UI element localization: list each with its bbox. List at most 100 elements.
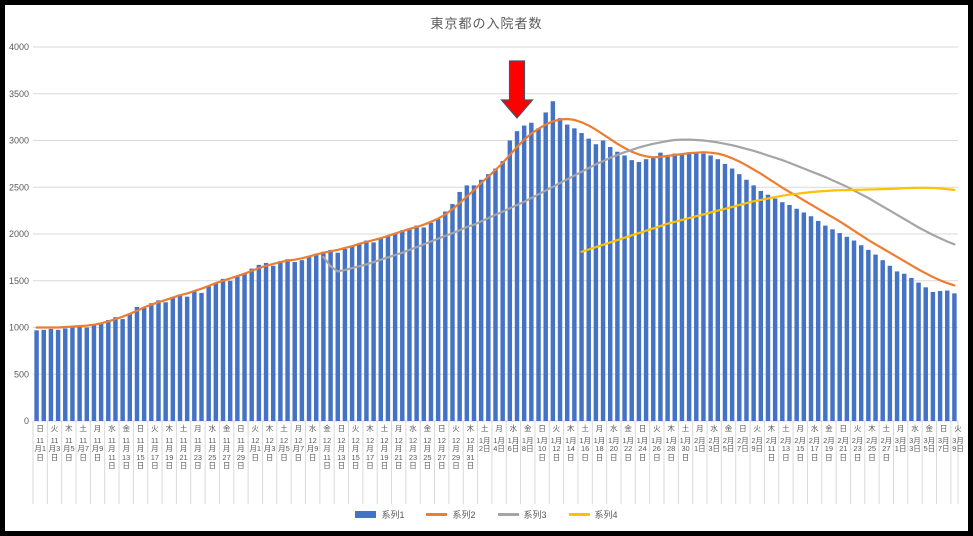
bar-系列1	[392, 233, 398, 421]
bar-系列1	[952, 293, 957, 421]
bar-系列1	[77, 326, 82, 421]
bar-系列1	[851, 240, 857, 421]
legend-label: 系列1	[381, 510, 405, 520]
bar-系列1	[141, 307, 147, 421]
bar-系列1	[256, 264, 262, 421]
bar-系列1	[407, 228, 412, 421]
bar-系列1	[815, 220, 821, 421]
bar-系列1	[514, 131, 520, 421]
bar-系列1	[772, 198, 778, 421]
bar-系列1	[199, 292, 204, 421]
bar-系列1	[751, 185, 756, 421]
bar-系列1	[435, 219, 441, 421]
bar-系列1	[600, 140, 606, 421]
bar-系列1	[41, 329, 46, 421]
bar-系列1	[249, 268, 254, 421]
bar-系列1	[536, 128, 541, 421]
bar-系列1	[335, 252, 340, 421]
bar-系列1	[550, 101, 556, 421]
bar-系列1	[206, 286, 211, 421]
bar-系列1	[694, 152, 699, 421]
bar-系列1	[830, 229, 835, 421]
bar-系列1	[55, 329, 61, 421]
bar-系列1	[722, 163, 728, 421]
annotation-arrow	[500, 60, 534, 119]
bar-系列1	[930, 291, 936, 421]
bar-系列1	[314, 253, 319, 421]
bar-系列1	[227, 280, 233, 421]
bar-系列1	[48, 328, 54, 421]
bar-系列1	[242, 273, 247, 421]
bar-系列1	[292, 262, 297, 421]
legend-item-4: 系列4	[568, 508, 618, 521]
bar-系列1	[529, 122, 534, 422]
bar-系列1	[321, 251, 326, 421]
bar-系列1	[471, 185, 477, 421]
bar-系列1	[672, 153, 677, 421]
legend-item-1: 系列1	[355, 508, 404, 521]
chart-plot-area: 0 500 1000 1500 2000 2500 3000 3500 4000	[9, 42, 959, 504]
bar-系列1	[192, 291, 197, 421]
bar-系列1	[98, 322, 104, 421]
y-tick-label: 2500	[9, 182, 29, 192]
bar-系列1	[844, 236, 850, 421]
bar-系列1	[500, 161, 505, 421]
bar-系列1	[636, 162, 642, 421]
bar-系列1	[306, 256, 312, 421]
bar-系列1	[127, 313, 133, 421]
bar-系列1	[364, 240, 369, 421]
bar-系列1	[794, 208, 799, 421]
bar-系列1	[715, 159, 721, 421]
bar-系列1	[708, 155, 713, 421]
bar-系列1	[457, 191, 462, 421]
bar-系列1	[909, 277, 914, 421]
bar-系列1	[349, 246, 355, 421]
bar-系列1	[629, 160, 634, 421]
bar-系列1	[84, 327, 90, 421]
bar-系列1	[235, 276, 240, 421]
y-tick-label: 3000	[9, 136, 29, 146]
y-tick-label: 500	[14, 369, 29, 379]
bar-系列1	[357, 243, 362, 421]
bar-系列1	[622, 155, 627, 421]
bar-系列1	[880, 260, 885, 421]
bar-系列1	[521, 125, 527, 421]
bar-系列1	[858, 245, 864, 421]
bar-系列1	[278, 261, 283, 421]
bar-系列1	[837, 233, 842, 421]
bar-系列1	[106, 320, 111, 421]
bar-系列1	[421, 227, 427, 421]
bar-系列1	[643, 159, 649, 421]
legend-line-swatch	[497, 513, 519, 516]
bar-系列1	[894, 271, 900, 421]
line-系列4	[580, 186, 956, 253]
bar-系列1	[213, 282, 219, 421]
bar-系列1	[564, 124, 570, 421]
bar-系列1	[916, 282, 921, 421]
bar-系列1	[428, 222, 434, 421]
bar-系列1	[543, 112, 548, 421]
bar-系列1	[263, 262, 269, 421]
bar-系列1	[572, 128, 577, 421]
bar-系列1	[608, 147, 613, 422]
chart-title: 東京都の入院者数	[430, 16, 543, 31]
bar-系列1	[701, 153, 706, 421]
bar-系列1	[120, 319, 125, 421]
bar-系列1	[113, 317, 118, 421]
bar-系列1	[478, 179, 484, 421]
bar-系列1	[579, 133, 584, 421]
bar-系列1	[464, 185, 470, 421]
chart-legend: 系列1 系列2 系列3 系列4	[5, 508, 968, 521]
bar-系列1	[866, 249, 871, 421]
bar-系列1	[342, 248, 348, 421]
bar-系列1	[787, 205, 792, 421]
bar-系列1	[945, 290, 950, 421]
bar-系列1	[443, 211, 448, 421]
y-tick-label: 4000	[9, 42, 29, 52]
bar-系列1	[270, 265, 276, 421]
bar-系列1	[134, 306, 140, 421]
bar-系列1	[923, 287, 928, 421]
bar-系列1	[557, 118, 563, 421]
legend-line-swatch	[426, 513, 448, 516]
bar-系列1	[378, 238, 383, 421]
